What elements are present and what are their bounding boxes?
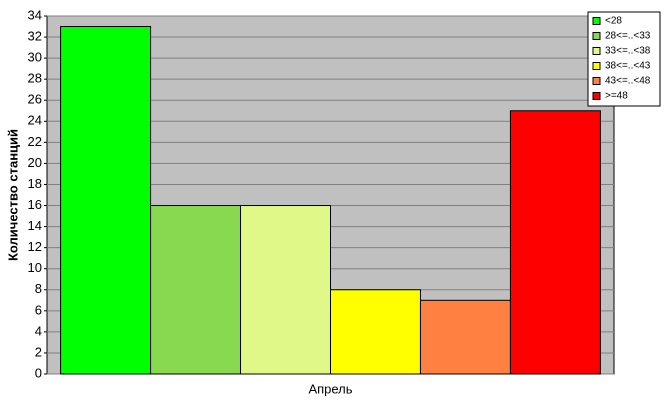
legend-swatch <box>592 92 601 100</box>
bar <box>150 205 242 375</box>
y-tick-label: 10 <box>28 260 42 275</box>
legend-swatch <box>592 32 601 40</box>
bar <box>509 110 601 375</box>
bar <box>60 26 152 375</box>
bar <box>330 289 421 375</box>
y-tick-label: 4 <box>35 323 42 338</box>
y-tick-label: 22 <box>28 134 42 149</box>
legend-swatch <box>592 17 601 25</box>
y-tick-label: 14 <box>28 218 42 233</box>
x-tick-label: Апрель <box>308 381 352 396</box>
legend-label: 28<=..<33 <box>605 31 651 42</box>
bar <box>419 299 511 375</box>
legend-label: 43<=..<48 <box>605 76 651 87</box>
y-tick-label: 26 <box>28 92 42 107</box>
y-tick-label: 6 <box>35 302 42 317</box>
y-tick-label: 34 <box>28 7 42 22</box>
legend-swatch <box>592 47 601 55</box>
legend-label: >=48 <box>605 91 628 102</box>
y-tick-label: 20 <box>28 155 42 170</box>
y-tick-label: 2 <box>35 344 42 359</box>
y-tick-label: 12 <box>28 239 42 254</box>
y-axis-label: Количество станций <box>5 129 20 261</box>
y-tick-label: 24 <box>28 113 42 128</box>
legend-label: 38<=..<43 <box>605 61 651 72</box>
legend-label: 33<=..<38 <box>605 46 651 57</box>
y-tick-label: 16 <box>28 197 42 212</box>
y-tick-label: 18 <box>28 176 42 191</box>
y-tick-label: 28 <box>28 71 42 86</box>
legend-swatch <box>592 77 601 85</box>
legend-box <box>587 11 661 107</box>
bar <box>240 205 331 375</box>
y-tick-label: 8 <box>35 281 42 296</box>
y-tick-label: 30 <box>28 50 42 65</box>
legend-label: <28 <box>605 16 622 27</box>
legend-swatch <box>592 62 601 70</box>
y-tick-label: 0 <box>35 365 42 380</box>
y-tick-label: 32 <box>28 28 42 43</box>
